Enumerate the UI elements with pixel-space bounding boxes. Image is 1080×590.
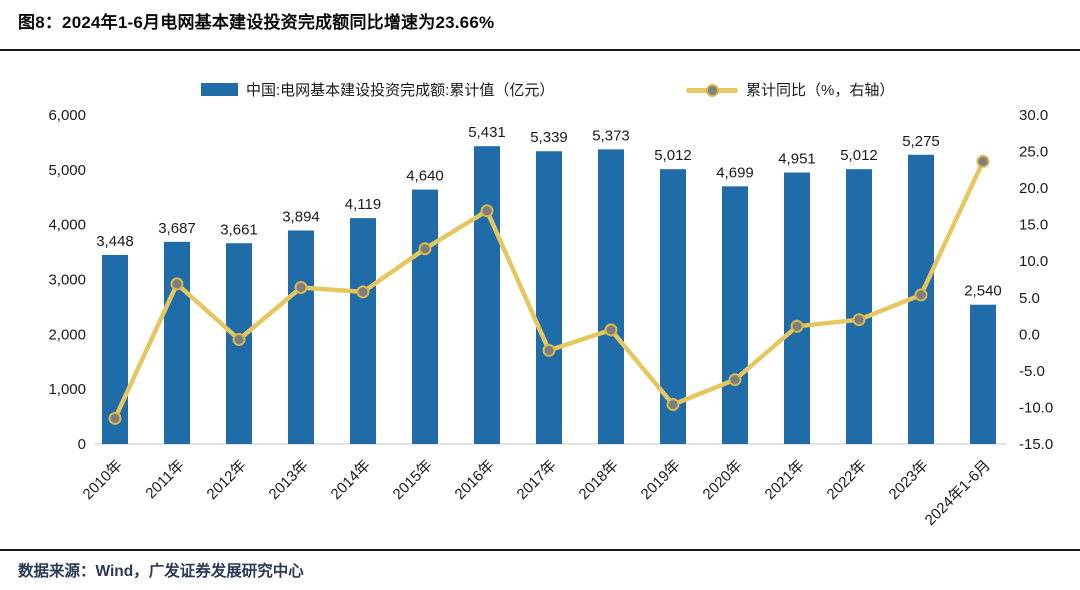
yoy-marker — [976, 154, 990, 168]
x-axis-tick-label: 2014年 — [328, 457, 374, 503]
bar — [970, 304, 996, 444]
yoy-marker — [914, 288, 928, 302]
yoy-marker — [356, 285, 370, 299]
right-axis-tick-label: 20.0 — [1019, 180, 1048, 197]
right-axis-tick-label: 5.0 — [1019, 290, 1040, 307]
yoy-marker — [232, 333, 246, 346]
combo-chart-svg: 0 1,000 2,000 3,000 4,000 5,000 6,000 -15.0 -10.… — [48, 107, 1053, 529]
bar — [784, 172, 810, 444]
yoy-marker — [418, 242, 432, 256]
bar — [598, 149, 624, 444]
x-axis-tick-label: 2020年 — [700, 457, 746, 503]
right-axis-tick-label: -5.0 — [1019, 363, 1045, 380]
chart-legend: 中国:电网基本建设投资完成额:累计值（亿元） 累计同比（%，右轴） — [0, 79, 1080, 99]
bar-value-label: 4,640 — [406, 168, 444, 185]
bottom-divider — [0, 549, 1080, 551]
x-axis-labels: 2010年 2011年 2012年 2013年 2014年 2015年 2016年 2017年… — [80, 457, 994, 529]
bar — [722, 186, 748, 444]
left-axis-tick-label: 1,000 — [48, 381, 86, 398]
x-axis-tick-label: 2023年 — [886, 457, 932, 503]
combo-chart: 0 1,000 2,000 3,000 4,000 5,000 6,000 -15.0 -10.… — [0, 102, 1080, 552]
x-axis-tick-label: 2019年 — [638, 457, 684, 503]
yoy-marker — [170, 277, 184, 291]
bar — [350, 218, 376, 444]
top-divider — [0, 49, 1080, 51]
bar-value-label: 5,012 — [840, 147, 878, 164]
x-axis-tick-label: 2021年 — [762, 457, 808, 503]
bar — [474, 146, 500, 444]
bar-value-label: 4,699 — [716, 164, 754, 181]
x-axis-tick-label: 2015年 — [390, 457, 436, 503]
x-axis-tick-label: 2010年 — [80, 457, 126, 503]
x-axis-tick-label: 2017年 — [514, 457, 560, 503]
x-axis-tick-label: 2013年 — [266, 457, 312, 503]
bar-value-label: 4,119 — [345, 196, 381, 213]
right-axis-tick-label: -15.0 — [1019, 436, 1053, 453]
yoy-marker — [480, 204, 494, 218]
yoy-marker — [294, 281, 308, 294]
left-axis-ticks: 0 1,000 2,000 3,000 4,000 5,000 6,000 — [48, 107, 86, 453]
bar — [164, 241, 190, 444]
bar-value-label: 5,275 — [902, 133, 940, 150]
bar-value-label: 3,894 — [282, 208, 320, 225]
bar-value-label: 3,661 — [220, 221, 258, 238]
yoy-marker — [790, 319, 804, 333]
bar-value-label: 3,687 — [158, 220, 196, 237]
legend-item-line-series: 累计同比（%，右轴） — [686, 79, 894, 100]
bar — [536, 151, 562, 444]
line-series-swatch-icon — [686, 82, 738, 97]
x-axis-tick-label: 2018年 — [576, 457, 622, 503]
x-axis-tick-label: 2011年 — [142, 457, 187, 502]
bar-value-label: 5,431 — [468, 124, 506, 141]
yoy-marker — [666, 398, 680, 411]
bar-value-label: 5,339 — [530, 129, 568, 146]
legend-bar-label: 中国:电网基本建设投资完成额:累计值（亿元） — [246, 82, 555, 99]
right-axis-tick-label: 30.0 — [1019, 107, 1048, 124]
bars-group: 3,448 3,687 3,661 3,894 4,119 4,640 5,431 5,339… — [96, 124, 1002, 445]
legend-item-bar-series: 中国:电网基本建设投资完成额:累计值（亿元） — [201, 79, 554, 100]
legend-line-label: 累计同比（%，右轴） — [746, 82, 895, 99]
bar-value-label: 5,373 — [592, 127, 630, 144]
bar-series-swatch-icon — [201, 83, 238, 96]
x-axis-tick-label: 2024年1-6月 — [922, 457, 994, 529]
bar — [288, 230, 314, 444]
right-axis-ticks: -15.0 -10.0 -5.0 0.0 5.0 10.0 15.0 20.0 25.0 30.0 — [1019, 107, 1053, 453]
right-axis-tick-label: 10.0 — [1019, 253, 1048, 270]
bar — [412, 189, 438, 444]
yoy-marker — [728, 373, 742, 387]
bar-value-label: 3,448 — [96, 233, 134, 250]
right-axis-tick-label: 25.0 — [1019, 144, 1048, 161]
right-axis-tick-label: -10.0 — [1019, 399, 1053, 416]
right-axis-tick-label: 15.0 — [1019, 217, 1048, 234]
line-group — [108, 154, 990, 425]
bar-value-label: 4,951 — [778, 151, 816, 168]
right-axis-tick-label: 0.0 — [1019, 326, 1040, 343]
x-axis-tick-label: 2012年 — [204, 457, 250, 503]
bar-value-label: 2,540 — [964, 283, 1002, 300]
left-axis-tick-label: 2,000 — [48, 326, 86, 343]
bar — [846, 169, 872, 444]
yoy-marker — [108, 411, 122, 425]
left-axis-tick-label: 6,000 — [48, 107, 86, 124]
yoy-marker — [852, 313, 866, 327]
figure-title: 图8：2024年1-6月电网基本建设投资完成额同比增速为23.66% — [18, 13, 495, 32]
data-source: 数据来源：Wind，广发证券发展研究中心 — [18, 563, 304, 580]
yoy-marker — [604, 323, 618, 337]
left-axis-tick-label: 0 — [78, 436, 86, 453]
x-axis-tick-label: 2022年 — [824, 457, 870, 503]
left-axis-tick-label: 5,000 — [48, 162, 86, 179]
left-axis-tick-label: 3,000 — [48, 272, 86, 289]
x-axis-tick-label: 2016年 — [452, 457, 498, 503]
bar-value-label: 5,012 — [654, 147, 692, 164]
left-axis-tick-label: 4,000 — [48, 217, 86, 234]
yoy-marker — [542, 343, 556, 357]
